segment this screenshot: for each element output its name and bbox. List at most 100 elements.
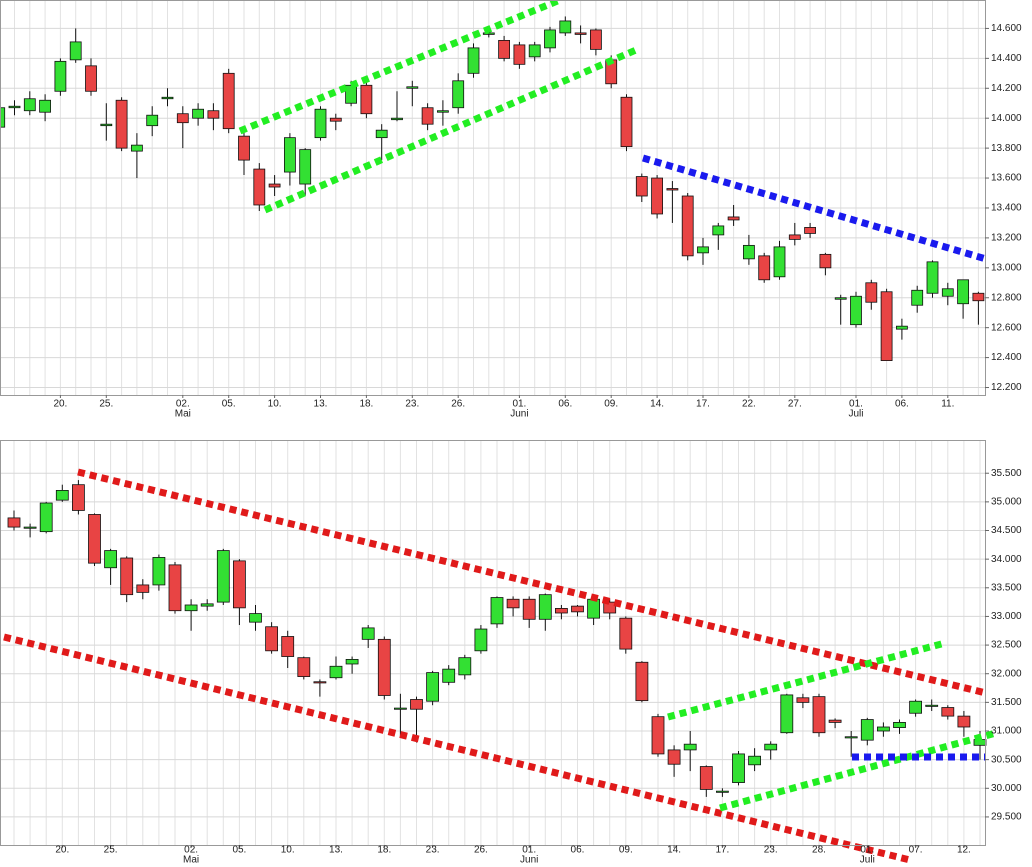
candle-body — [819, 253, 832, 269]
candle-body — [100, 123, 113, 127]
candle-body — [329, 117, 342, 122]
candle-body — [184, 604, 198, 612]
candle-body — [55, 490, 69, 501]
candle-body — [130, 144, 143, 152]
candle-body — [896, 325, 908, 330]
x-tick-label: 17. — [715, 845, 729, 856]
y-tick-label: 34.500 — [991, 525, 1022, 536]
y-tick-label: 14.200 — [991, 83, 1022, 94]
y-tick-label: 13.400 — [991, 203, 1022, 214]
y-tick-label: 12.400 — [991, 352, 1022, 363]
candle-body — [314, 108, 327, 139]
candle-body — [329, 665, 343, 679]
candle-body — [7, 517, 21, 528]
y-tick-label: 14.000 — [991, 113, 1022, 124]
candle-body — [716, 790, 729, 793]
candle-body — [207, 110, 220, 119]
x-month-label: Juni — [510, 409, 528, 420]
candle-body — [120, 557, 134, 596]
candle-body — [926, 261, 939, 294]
candle-body — [844, 736, 858, 739]
x-tick-label: 13. — [314, 399, 328, 410]
candle-body — [544, 29, 556, 49]
candle-body — [426, 672, 440, 702]
candle-body — [925, 704, 939, 707]
candle-body — [788, 234, 801, 240]
candle-body — [732, 753, 745, 783]
y-tick-label: 33.500 — [991, 582, 1022, 593]
candle-body — [513, 44, 526, 65]
candle-body — [268, 183, 281, 188]
candle-body — [683, 743, 697, 751]
y-tick-label: 35.500 — [991, 468, 1022, 479]
y-tick-label: 12.600 — [991, 322, 1022, 333]
y-tick-label: 30.000 — [991, 783, 1022, 794]
candle-body — [780, 694, 794, 734]
x-tick-label: 25. — [99, 399, 113, 410]
candle-body — [200, 603, 214, 607]
candle-body — [436, 110, 449, 113]
candle-body — [104, 550, 117, 569]
x-tick-label: 20. — [55, 845, 69, 856]
candle-body — [909, 700, 922, 714]
candle-body — [812, 696, 826, 734]
candle-body — [467, 47, 480, 74]
candle-body — [345, 658, 359, 665]
x-month-label: Mai — [183, 855, 199, 866]
candle-body — [345, 84, 358, 104]
candle-body — [482, 32, 495, 35]
candle-body — [391, 117, 403, 121]
x-tick-label: 27. — [788, 399, 802, 410]
x-month-label: Juni — [520, 855, 538, 866]
y-tick-label: 31.500 — [991, 697, 1022, 708]
candle-body — [410, 699, 423, 710]
candle-body — [281, 636, 295, 657]
candle-body — [136, 584, 150, 593]
x-tick-label: 05. — [232, 845, 246, 856]
candle-body — [651, 716, 665, 755]
y-tick-label: 13.600 — [991, 173, 1022, 184]
candle-body — [681, 195, 694, 257]
candle-body — [635, 176, 648, 197]
x-tick-label: 22. — [742, 399, 756, 410]
candle-body — [232, 560, 246, 609]
candle-body — [941, 288, 954, 297]
candle-body — [54, 60, 67, 92]
x-month-label: Juli — [860, 855, 875, 866]
candle-body — [957, 715, 971, 728]
plot-frame — [0, 440, 986, 846]
x-tick-label: 17. — [696, 399, 710, 410]
candle-body — [23, 98, 36, 112]
x-tick-label: 23. — [426, 845, 440, 856]
candle-body — [85, 65, 97, 92]
x-tick-label: 10. — [281, 845, 295, 856]
x-tick-label: 01. — [522, 845, 536, 856]
y-tick-label: 33.000 — [991, 611, 1022, 622]
x-tick-label: 23. — [764, 845, 778, 856]
x-tick-label: 18. — [377, 845, 391, 856]
candle-body — [222, 72, 235, 130]
candle-body — [361, 627, 375, 640]
y-tick-label: 32.000 — [991, 668, 1022, 679]
candle-body — [712, 225, 725, 236]
x-tick-label: 10. — [268, 399, 282, 410]
candle-body — [603, 601, 617, 614]
candle-body — [216, 550, 230, 603]
candle-body — [253, 168, 266, 206]
trend-line — [263, 46, 638, 214]
x-month-label: Juli — [848, 409, 863, 420]
x-tick-label: 09. — [619, 845, 633, 856]
x-tick-label: 06. — [558, 399, 572, 410]
candle-body — [176, 113, 189, 124]
x-tick-label: 14. — [667, 845, 681, 856]
candle-body — [880, 291, 893, 361]
candle-body — [555, 608, 568, 614]
trend-lines — [3, 0, 997, 864]
candle-body — [865, 282, 878, 303]
candle-body — [850, 295, 862, 326]
candle-body — [748, 755, 761, 766]
x-tick-label: 28. — [812, 845, 826, 856]
candle-body — [834, 297, 847, 300]
candle-body — [587, 598, 600, 619]
y-tick-label: 13.000 — [991, 262, 1022, 273]
